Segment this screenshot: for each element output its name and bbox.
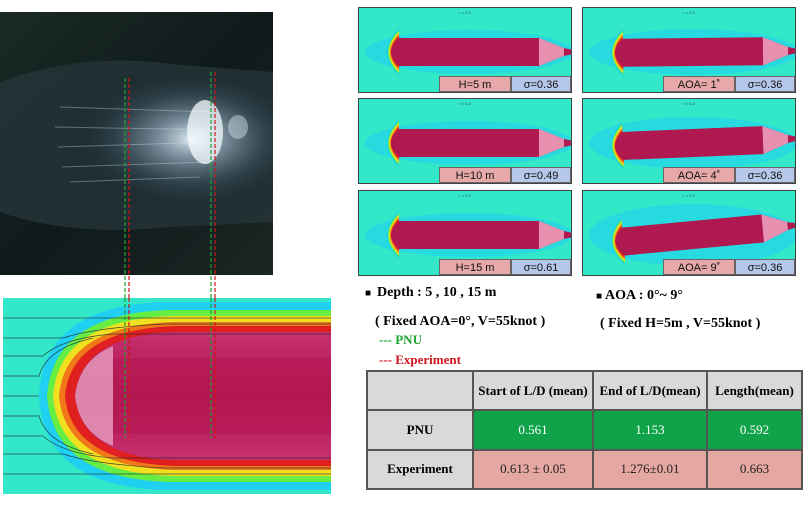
table-cell: 1.153 — [592, 409, 708, 451]
depth-caption: ■ Depth : 5 , 10 , 15 m — [365, 285, 496, 301]
panel-shape — [387, 119, 571, 167]
aoa-title: AOA : 0°~ 9° — [605, 288, 684, 303]
panel-aoa-4: r = 0.2 AOA= 4˚ σ=0.36 — [582, 98, 796, 184]
table-header-row: Start of L/D (mean) End of L/D(mean) Len… — [366, 369, 803, 412]
panel-shape — [539, 221, 564, 249]
panel-label: H=15 m — [439, 259, 511, 275]
panel-sigma: σ=0.61 — [511, 259, 571, 275]
panel-shape — [761, 214, 788, 243]
table-cell: 0.663 — [706, 448, 803, 491]
panel-shape — [615, 37, 795, 67]
cfd-contour-image — [3, 298, 331, 494]
panel-label: H=5 m — [439, 76, 511, 92]
panel-depth-10: r = 0.2 H=10 m σ=0.49 — [358, 98, 572, 184]
table-row: Experiment 0.613 ± 0.05 1.276±0.01 0.663 — [366, 448, 803, 491]
aoa-caption: ■ AOA : 0°~ 9° — [596, 288, 683, 304]
panel-shape — [615, 214, 795, 256]
table-header-cell — [366, 369, 474, 412]
panel-scale-note: r = 0.2 — [459, 101, 471, 106]
bullet-icon: ■ — [596, 291, 603, 302]
panel-contour — [583, 99, 795, 183]
panel-scale-note: r = 0.2 — [683, 101, 695, 106]
panel-shape — [762, 126, 789, 155]
aoa-fixed-note: ( Fixed H=5m , V=55knot ) — [600, 316, 761, 331]
panel-scale-note: r = 0.2 — [459, 193, 471, 198]
panel-shape — [611, 214, 795, 266]
panel-label: H=10 m — [439, 167, 511, 183]
panel-shape — [762, 37, 789, 66]
panel-shape — [611, 28, 795, 77]
panel-depth-5: r = 0.2 H=5 m σ=0.36 — [358, 7, 572, 93]
panel-aoa-1: r = 0.2 AOA= 1˚ σ=0.36 — [582, 7, 796, 93]
legend-experiment: --- Experiment — [379, 352, 461, 367]
results-table: Start of L/D (mean) End of L/D(mean) Len… — [366, 369, 803, 491]
panel-sigma: σ=0.36 — [511, 76, 571, 92]
table-row: PNU 0.561 1.153 0.592 — [366, 409, 803, 451]
table-header-cell: Start of L/D (mean) — [472, 369, 594, 412]
panel-aoa-9: r = 0.2 AOA= 9˚ σ=0.36 — [582, 190, 796, 276]
bullet-icon: ■ — [365, 288, 372, 299]
panel-shape — [391, 221, 571, 249]
panel-shape — [387, 211, 571, 259]
panel-scale-note: r = 0.2 — [683, 10, 695, 15]
panel-label: AOA= 1˚ — [663, 76, 735, 92]
panel-shape — [391, 129, 571, 157]
panel-label: AOA= 4˚ — [663, 167, 735, 183]
panel-shape — [539, 38, 564, 66]
table-header-cell: End of L/D(mean) — [592, 369, 708, 412]
panel-label: AOA= 9˚ — [663, 259, 735, 275]
panel-scale-note: r = 0.2 — [459, 10, 471, 15]
depth-title: Depth : 5 , 10 , 15 m — [377, 285, 497, 300]
row-label: Experiment — [366, 448, 474, 491]
panel-scale-note: r = 0.2 — [683, 193, 695, 198]
panel-sigma: σ=0.49 — [511, 167, 571, 183]
table-cell: 0.561 — [472, 409, 594, 451]
table-cell: 1.276±0.01 — [592, 448, 708, 491]
panel-sigma: σ=0.36 — [735, 167, 795, 183]
connector-lines — [124, 270, 216, 302]
panel-sigma: σ=0.36 — [735, 76, 795, 92]
panel-depth-15: r = 0.2 H=15 m σ=0.61 — [358, 190, 572, 276]
panel-shape — [615, 126, 795, 160]
table-cell: 0.613 ± 0.05 — [472, 448, 594, 491]
depth-fixed-note: ( Fixed AOA=0°, V=55knot ) — [375, 314, 546, 329]
panel-shape — [539, 129, 564, 157]
table-cell: 0.592 — [706, 409, 803, 451]
cfd-simulation-main — [3, 298, 331, 494]
row-label: PNU — [366, 409, 474, 451]
panel-shape — [387, 28, 571, 76]
panel-sigma: σ=0.36 — [735, 259, 795, 275]
table-header-cell: Length(mean) — [706, 369, 803, 412]
legend-pnu: --- PNU — [379, 332, 422, 347]
panel-shape — [611, 121, 795, 170]
panel-shape — [391, 38, 571, 66]
cavitation-photo-image — [0, 12, 273, 275]
experiment-photo — [0, 12, 273, 275]
